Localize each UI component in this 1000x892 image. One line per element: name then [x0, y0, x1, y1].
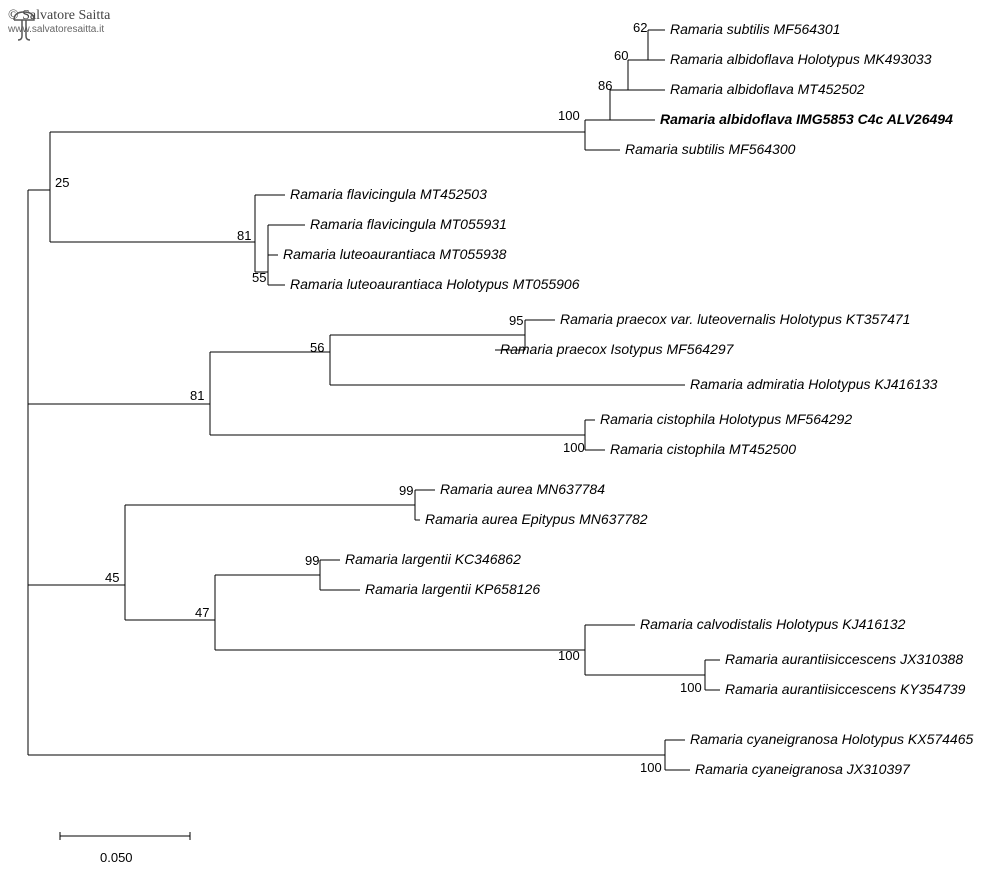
support-value: 45 [105, 570, 119, 585]
support-value: 100 [558, 108, 580, 123]
support-value: 100 [563, 440, 585, 455]
scale-label: 0.050 [100, 850, 133, 865]
taxon-label: Ramaria praecox Isotypus MF564297 [500, 341, 733, 357]
taxon-label: Ramaria calvodistalis Holotypus KJ416132 [640, 616, 905, 632]
phylogenetic-tree [0, 0, 1000, 892]
support-value: 100 [680, 680, 702, 695]
taxon-label: Ramaria largentii KC346862 [345, 551, 521, 567]
support-value: 100 [640, 760, 662, 775]
taxon-label: Ramaria flavicingula MT452503 [290, 186, 487, 202]
support-value: 62 [633, 20, 647, 35]
taxon-label: Ramaria praecox var. luteovernalis Holot… [560, 311, 910, 327]
taxon-label: Ramaria aurantiisiccescens JX310388 [725, 651, 963, 667]
support-value: 95 [509, 313, 523, 328]
support-value: 86 [598, 78, 612, 93]
taxon-label: Ramaria admiratia Holotypus KJ416133 [690, 376, 937, 392]
taxon-label: Ramaria albidoflava IMG5853 C4c ALV26494 [660, 111, 953, 127]
taxon-label: Ramaria aurantiisiccescens KY354739 [725, 681, 965, 697]
taxon-label: Ramaria cyaneigranosa JX310397 [695, 761, 910, 777]
support-value: 99 [399, 483, 413, 498]
support-value: 100 [558, 648, 580, 663]
support-value: 81 [190, 388, 204, 403]
taxon-label: Ramaria subtilis MF564300 [625, 141, 795, 157]
support-value: 56 [310, 340, 324, 355]
taxon-label: Ramaria luteoaurantiaca Holotypus MT0559… [290, 276, 580, 292]
taxon-label: Ramaria cistophila Holotypus MF564292 [600, 411, 852, 427]
taxon-label: Ramaria flavicingula MT055931 [310, 216, 507, 232]
support-value: 99 [305, 553, 319, 568]
taxon-label: Ramaria luteoaurantiaca MT055938 [283, 246, 506, 262]
taxon-label: Ramaria cistophila MT452500 [610, 441, 796, 457]
support-value: 47 [195, 605, 209, 620]
taxon-label: Ramaria aurea Epitypus MN637782 [425, 511, 648, 527]
taxon-label: Ramaria albidoflava MT452502 [670, 81, 865, 97]
taxon-label: Ramaria subtilis MF564301 [670, 21, 840, 37]
support-value: 60 [614, 48, 628, 63]
taxon-label: Ramaria aurea MN637784 [440, 481, 605, 497]
taxon-label: Ramaria largentii KP658126 [365, 581, 540, 597]
support-value: 55 [252, 270, 266, 285]
taxon-label: Ramaria cyaneigranosa Holotypus KX574465 [690, 731, 973, 747]
support-value: 25 [55, 175, 69, 190]
support-value: 81 [237, 228, 251, 243]
taxon-label: Ramaria albidoflava Holotypus MK493033 [670, 51, 931, 67]
